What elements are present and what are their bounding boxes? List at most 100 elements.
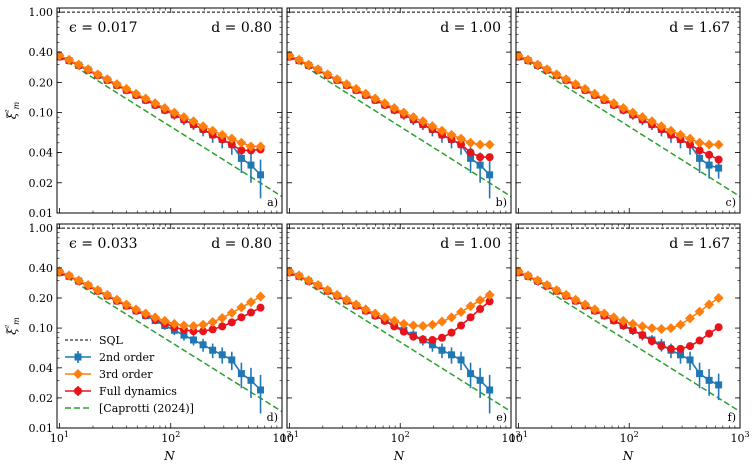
x-tick-label: 103 <box>272 430 291 445</box>
third-order-point <box>475 295 486 306</box>
reference-line <box>59 271 282 413</box>
full-dynamics-point <box>218 322 227 331</box>
third-order-point <box>287 50 295 61</box>
panel-frame <box>286 7 512 214</box>
third-order-point <box>465 301 476 312</box>
x-tick-label: 103 <box>501 430 520 445</box>
y-tick-label: 0.04 <box>29 362 54 375</box>
full-dynamics-point <box>457 321 466 330</box>
full-dynamics-point <box>476 153 485 162</box>
y-tick-label: 1.00 <box>29 222 54 235</box>
panel-frame <box>56 7 283 214</box>
third-order-point <box>389 103 400 114</box>
second-order-point <box>448 351 456 359</box>
third-order-point <box>646 323 657 334</box>
third-order-point <box>150 98 161 109</box>
legend-label-reference: [Caprotti (2024)] <box>99 402 194 415</box>
third-order-point <box>370 308 381 319</box>
third-order-point <box>665 125 676 136</box>
third-order-point <box>523 270 534 281</box>
x-axis-label: N <box>163 449 175 463</box>
third-order-point <box>188 116 199 127</box>
third-order-point <box>341 294 352 305</box>
full-dynamics-point <box>399 327 408 336</box>
third-order-point <box>713 292 724 303</box>
full-dynamics-point <box>686 140 695 149</box>
third-order-point <box>64 270 75 281</box>
third-order-point <box>111 294 122 305</box>
third-order-point <box>551 69 562 80</box>
third-order-point <box>713 139 724 150</box>
third-order-point <box>516 50 524 61</box>
third-order-point <box>427 121 438 132</box>
third-order-point <box>287 266 295 277</box>
panel-label: d) <box>267 411 278 424</box>
second-order-point <box>705 376 713 384</box>
full-dynamics-point <box>418 335 427 344</box>
third-order-point <box>589 88 600 99</box>
third-order-point <box>408 320 419 331</box>
third-order-point <box>140 308 151 319</box>
third-order-point <box>255 291 266 302</box>
full-dynamics-point <box>695 336 704 345</box>
third-order-point <box>484 289 495 300</box>
third-order-line <box>289 270 490 327</box>
y-tick-label: 0.02 <box>29 392 54 405</box>
legend-second-marker <box>74 353 82 361</box>
third-order-point <box>685 133 696 144</box>
third-order-point <box>73 275 84 286</box>
full-dynamics-point <box>666 344 675 353</box>
full-dynamics-point <box>227 318 236 327</box>
third-order-point <box>694 137 705 148</box>
reference-line <box>518 56 740 198</box>
full-dynamics-point <box>208 325 217 334</box>
second-order-point <box>228 356 236 364</box>
second-order-line <box>59 55 262 176</box>
second-order-point <box>180 331 188 339</box>
third-order-point <box>456 133 467 144</box>
third-order-point <box>226 307 237 318</box>
x-axis-label: N <box>393 449 405 463</box>
y-tick-label: 1.00 <box>29 6 54 19</box>
second-order-point <box>715 164 723 172</box>
x-tick-label: 103 <box>730 430 749 445</box>
full-dynamics-point <box>256 303 265 312</box>
full-dynamics-point <box>437 333 446 342</box>
y-tick-label: 0.10 <box>29 322 54 335</box>
third-order-point <box>83 279 94 290</box>
second-order-point <box>696 154 704 162</box>
third-order-point <box>704 139 715 150</box>
full-dynamics-point <box>237 313 246 322</box>
plot-area <box>516 11 740 198</box>
third-order-point <box>360 304 371 315</box>
x-tick-label: 101 <box>50 430 69 445</box>
plot-area <box>516 227 740 413</box>
y-tick-label: 0.02 <box>29 177 54 190</box>
second-order-point <box>457 356 465 364</box>
third-order-point <box>131 88 142 99</box>
reference-line <box>289 56 511 198</box>
third-order-point <box>427 319 438 330</box>
third-order-point <box>379 98 390 109</box>
third-order-point <box>198 319 209 330</box>
third-order-point <box>131 304 142 315</box>
third-order-point <box>580 299 591 310</box>
y-tick-label: 0.20 <box>29 76 54 89</box>
epsilon-label: ϵ = 0.017 <box>69 20 138 36</box>
full-dynamics-point <box>714 323 723 332</box>
third-order-point <box>188 320 199 331</box>
panel-e: 101 102 103 d = 1.00 e) N <box>280 223 521 463</box>
second-order-point <box>467 154 475 162</box>
third-order-point <box>704 299 715 310</box>
third-order-point <box>589 304 600 315</box>
third-order-point <box>159 103 170 114</box>
x-tick-label: 101 <box>280 430 299 445</box>
third-order-point <box>580 83 591 94</box>
third-order-line <box>289 54 490 146</box>
third-order-point <box>637 112 648 123</box>
d-label: d = 0.80 <box>211 20 272 36</box>
plot-area <box>57 11 282 199</box>
panel-frame <box>515 7 741 214</box>
third-order-point <box>570 79 581 90</box>
second-order-line <box>289 55 491 176</box>
